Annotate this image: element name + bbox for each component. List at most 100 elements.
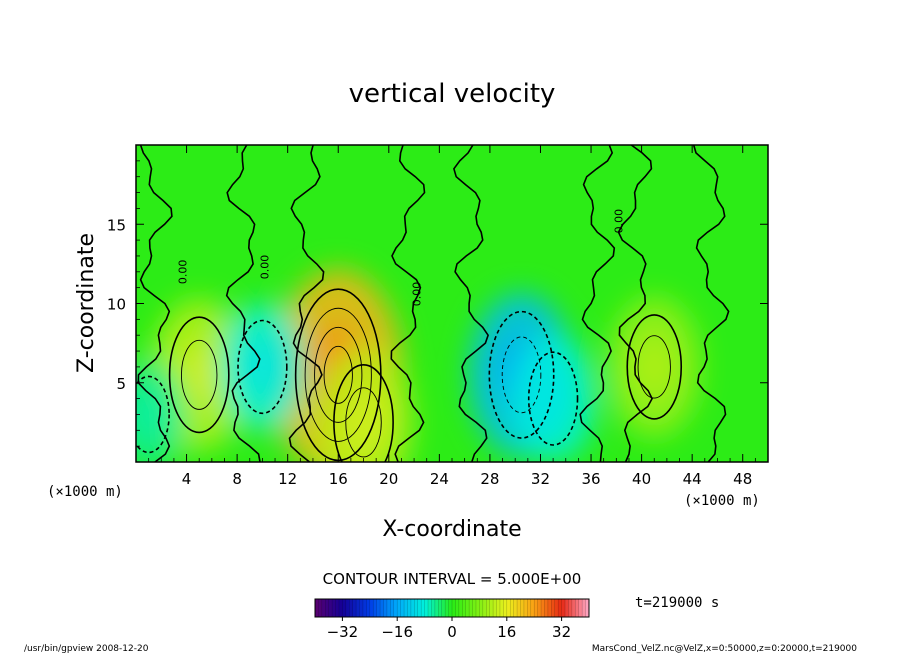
colorbar-cell	[527, 599, 532, 617]
x-tick-label-6: 28	[480, 470, 499, 488]
colorbar-cell	[315, 599, 319, 617]
colorbar-cell	[359, 599, 364, 617]
field-core-5	[243, 338, 282, 396]
x-tick-label-2: 12	[278, 470, 297, 488]
x-tick-label-10: 44	[683, 470, 702, 488]
contour-4-2	[501, 336, 542, 414]
x-axis-ticks: 4 8 12 16 20 24 28 32 36 40 44 48	[148, 145, 756, 488]
field-core-7	[533, 369, 573, 428]
colorbar-cell	[342, 599, 347, 617]
colorbar-cell	[445, 599, 449, 617]
colorbar-cell	[578, 599, 583, 617]
colorbar-tick-label-0: −32	[327, 623, 359, 641]
colorbar-cell	[410, 599, 415, 617]
colorbar-cell	[575, 599, 580, 617]
colorbar-ticks: −32 −16 0 16 32	[327, 617, 571, 641]
colorbar-cell	[582, 599, 586, 617]
colorbar-cell	[438, 599, 443, 617]
colorbar-cell	[318, 599, 323, 617]
zero-contour-3	[390, 145, 426, 462]
colorbar-cell	[321, 599, 326, 617]
colorbar-cell	[428, 599, 432, 617]
colorbar-cell	[499, 599, 504, 617]
colorbar-cell	[517, 599, 521, 617]
contour-2-2	[345, 387, 382, 458]
contour-0-3	[314, 326, 363, 423]
colorbar-cell	[486, 599, 491, 617]
contour-4-1	[488, 310, 555, 439]
colorbar-cell	[404, 599, 408, 617]
colorbar-cell	[558, 599, 562, 617]
x-tick-label-7: 32	[531, 470, 550, 488]
colorbar-cell	[424, 599, 429, 617]
colorbar-cell	[362, 599, 367, 617]
colorbar-cell	[421, 599, 425, 617]
x-tick-label-11: 48	[733, 470, 752, 488]
colorbar-cell	[568, 599, 573, 617]
colorbar-cell	[523, 599, 528, 617]
zero-contour-4	[453, 145, 489, 462]
colorbar-cell	[335, 599, 340, 617]
colorbar-cell	[469, 599, 473, 617]
chart-title: vertical velocity	[349, 79, 556, 109]
colorbar-cell	[369, 599, 374, 617]
colorbar-cell	[513, 599, 518, 617]
colorbar-cell	[352, 599, 357, 617]
zero-contour-1	[225, 145, 261, 462]
colorbar-cell	[520, 599, 525, 617]
colorbar-cell	[452, 599, 456, 617]
colorbar-cell	[530, 599, 535, 617]
colorbar-cell	[434, 599, 439, 617]
footer-right: MarsCond_VelZ.nc@VelZ,x=0:50000,z=0:2000…	[592, 644, 857, 654]
time-label: t=219000 s	[635, 595, 719, 611]
y-tick-label-1: 10	[107, 296, 126, 314]
colorbar-cell	[534, 599, 539, 617]
colorbar-cell	[489, 599, 494, 617]
colorbar-cell	[332, 599, 336, 617]
zero-contour-2	[288, 145, 325, 462]
colorbar-cell	[544, 599, 549, 617]
contour-interval-label: CONTOUR INTERVAL = 5.000E+00	[323, 570, 582, 588]
colorbar-cell	[551, 599, 556, 617]
y-tick-label-0: 5	[116, 375, 126, 393]
x-tick-label-0: 4	[182, 470, 192, 488]
colorbar-cell	[462, 599, 467, 617]
colorbar-cell	[338, 599, 343, 617]
contour-label-3: 0.00	[177, 260, 190, 285]
colorbar-cell	[547, 599, 552, 617]
colorbar-tick-label-4: 32	[552, 623, 571, 641]
colorbar-cell	[472, 599, 477, 617]
contour-7-1	[527, 351, 579, 446]
colorbar-cell	[479, 599, 484, 617]
colorbar-tick-label-2: 0	[447, 623, 457, 641]
zero-contour-0	[137, 145, 173, 462]
colorbar-cell	[356, 599, 360, 617]
colorbar-cell	[417, 599, 422, 617]
contour-1-2	[180, 339, 218, 410]
colorbar-cell	[328, 599, 333, 617]
contour-label-1: 0.00	[410, 282, 423, 307]
contour-3-2	[637, 335, 671, 399]
colorbar-cell	[390, 599, 395, 617]
colorbar-cell	[431, 599, 436, 617]
x-axis-label: X-coordinate	[382, 517, 521, 542]
colorbar-cell	[373, 599, 378, 617]
zero-contour-6	[617, 145, 654, 462]
colorbar-cell	[325, 599, 330, 617]
colorbar-cell	[561, 599, 566, 617]
contour-3-1	[626, 314, 683, 420]
colorbar-cell	[448, 599, 453, 617]
contour-6-1	[136, 375, 170, 454]
contour-0-4	[323, 345, 353, 404]
colorbar-cell	[397, 599, 402, 617]
field-core-1	[177, 340, 222, 410]
zero-contour-5	[579, 145, 616, 462]
colorbar-cell	[565, 599, 569, 617]
x-tick-label-8: 36	[581, 470, 600, 488]
y-axis-ticks: 5 10 15	[107, 160, 768, 447]
field-core-2	[341, 388, 386, 457]
colorbar-cell	[386, 599, 391, 617]
colorbar-cell	[345, 599, 350, 617]
zero-contour-7	[692, 145, 730, 462]
